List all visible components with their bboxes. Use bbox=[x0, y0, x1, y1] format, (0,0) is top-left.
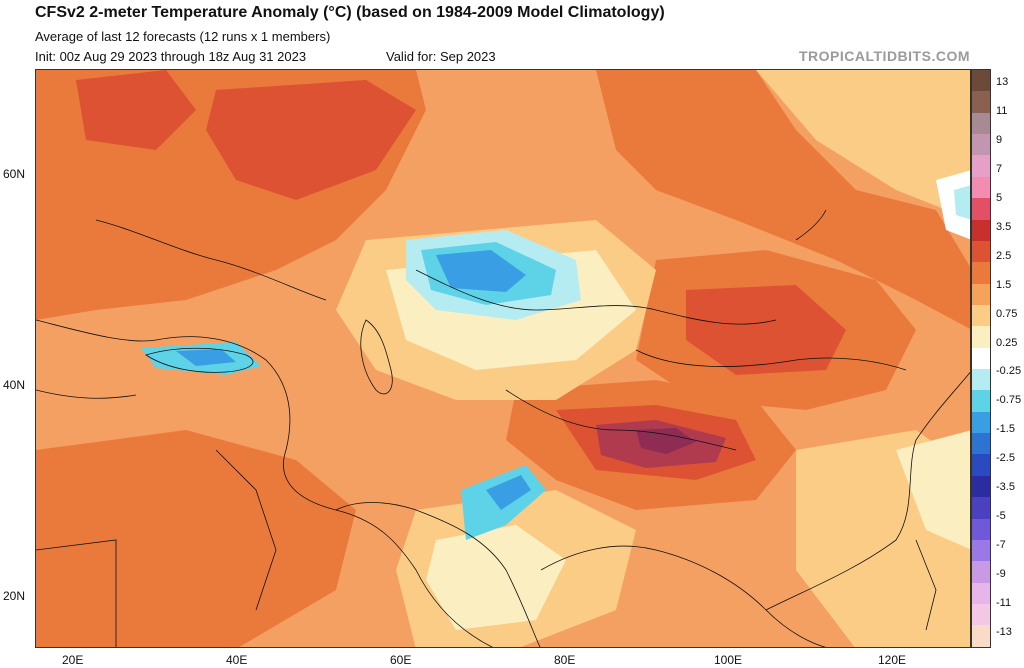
colorbar-label: 9 bbox=[996, 133, 1003, 146]
map-canvas bbox=[36, 70, 970, 647]
colorbar-segment bbox=[972, 475, 990, 498]
lon-label-100e: 100E bbox=[714, 653, 743, 667]
pale-region-northeast bbox=[756, 70, 970, 220]
colorbar-segment bbox=[972, 518, 990, 540]
lon-label-120e: 120E bbox=[878, 653, 907, 667]
colorbar-segment bbox=[972, 91, 990, 113]
lat-label-40n: 40N bbox=[3, 378, 26, 392]
warm-core-mongolia bbox=[686, 285, 846, 375]
cool-region-arctic bbox=[954, 185, 970, 220]
colorbar-segment bbox=[972, 582, 990, 604]
hot-spot-tibet bbox=[636, 428, 696, 454]
colorbar-segment bbox=[972, 112, 990, 135]
colorbar-label: 2.5 bbox=[996, 249, 1012, 262]
colorbar-segment bbox=[972, 304, 990, 327]
lat-label-60n: 60N bbox=[3, 167, 26, 181]
colorbar-segment bbox=[972, 219, 990, 241]
colorbar-label: 5 bbox=[996, 191, 1003, 204]
colorbar-segment bbox=[972, 369, 990, 391]
lon-label-20e: 20E bbox=[62, 653, 84, 667]
colorbar-segment bbox=[972, 625, 990, 647]
colorbar-segment bbox=[972, 155, 990, 177]
colorbar-label: 7 bbox=[996, 162, 1003, 175]
warm-region-siberia bbox=[596, 70, 970, 329]
colorbar-label: -0.25 bbox=[996, 365, 1022, 378]
init-time: Init: 00z Aug 29 2023 through 18z Aug 31… bbox=[35, 49, 307, 64]
colorbar-segment bbox=[972, 70, 990, 92]
colorbar-label: -5 bbox=[996, 510, 1006, 523]
cool-core-black-sea bbox=[176, 349, 236, 366]
colorbar-label: 0.75 bbox=[996, 307, 1018, 320]
lat-label-20n: 20N bbox=[3, 589, 26, 603]
colorbar-label: -7 bbox=[996, 539, 1006, 552]
colorbar-label: -13 bbox=[996, 626, 1012, 638]
colorbar-label: 13 bbox=[996, 76, 1009, 88]
temperature-anomaly-map bbox=[35, 69, 971, 648]
cool-core-pakistan bbox=[486, 475, 531, 510]
map-title: CFSv2 2-meter Temperature Anomaly (°C) (… bbox=[35, 4, 665, 21]
cream-region-korea bbox=[896, 430, 970, 550]
colorbar-segment bbox=[972, 262, 990, 284]
colorbar-segment bbox=[972, 134, 990, 156]
lon-label-40e: 40E bbox=[226, 653, 248, 667]
colorbar-label: 11 bbox=[996, 104, 1008, 117]
colorbar-label: 3.5 bbox=[996, 220, 1012, 233]
warm-core-russia bbox=[206, 80, 416, 200]
colorbar-segment bbox=[972, 497, 990, 519]
colorbar bbox=[971, 69, 991, 648]
colorbar-label: -11 bbox=[996, 597, 1012, 610]
map-subtitle: Average of last 12 forecasts (12 runs x … bbox=[35, 29, 331, 44]
colorbar-segment bbox=[972, 326, 990, 348]
lon-label-80e: 80E bbox=[554, 653, 576, 667]
warm-region-arabia bbox=[36, 430, 356, 647]
colorbar-label: -3.5 bbox=[996, 481, 1015, 494]
cream-region-india bbox=[426, 525, 566, 630]
colorbar-segment bbox=[972, 176, 990, 199]
cool-center-kazakhstan bbox=[436, 250, 526, 292]
warm-core-scandinavia bbox=[76, 70, 196, 150]
white-region-arctic bbox=[936, 170, 970, 240]
colorbar-segment bbox=[972, 561, 990, 583]
colorbar-label: -2.5 bbox=[996, 452, 1015, 465]
colorbar-label: 1.5 bbox=[996, 278, 1012, 291]
valid-time: Valid for: Sep 2023 bbox=[386, 49, 496, 64]
colorbar-segment bbox=[972, 433, 990, 455]
colorbar-segment bbox=[972, 283, 990, 305]
colorbar-segment bbox=[972, 539, 990, 562]
colorbar-label: 0.25 bbox=[996, 336, 1018, 349]
colorbar-segment bbox=[972, 347, 990, 370]
coastline-layer bbox=[36, 209, 970, 647]
colorbar-segment bbox=[972, 603, 990, 626]
colorbar-segment bbox=[972, 411, 990, 434]
colorbar-label: -0.75 bbox=[996, 394, 1022, 407]
brand-watermark: TROPICALTIDBITS.COM bbox=[798, 48, 970, 64]
colorbar-segment bbox=[972, 454, 990, 476]
lon-label-60e: 60E bbox=[390, 653, 412, 667]
colorbar-segment bbox=[972, 240, 990, 263]
colorbar-segment bbox=[972, 390, 990, 412]
colorbar-label: -9 bbox=[996, 568, 1006, 581]
colorbar-label: -1.5 bbox=[996, 423, 1015, 436]
colorbar-segment bbox=[972, 198, 990, 220]
